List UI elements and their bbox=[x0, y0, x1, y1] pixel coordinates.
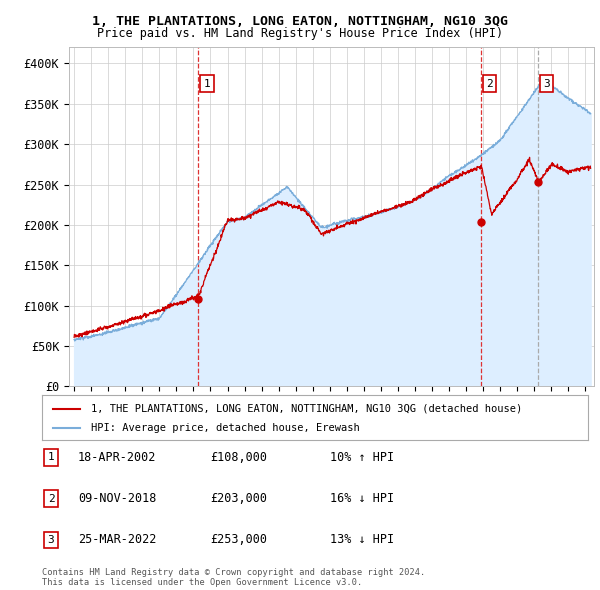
Text: 1, THE PLANTATIONS, LONG EATON, NOTTINGHAM, NG10 3QG: 1, THE PLANTATIONS, LONG EATON, NOTTINGH… bbox=[92, 15, 508, 28]
Text: 1, THE PLANTATIONS, LONG EATON, NOTTINGHAM, NG10 3QG (detached house): 1, THE PLANTATIONS, LONG EATON, NOTTINGH… bbox=[91, 404, 523, 414]
Text: Price paid vs. HM Land Registry's House Price Index (HPI): Price paid vs. HM Land Registry's House … bbox=[97, 27, 503, 40]
Text: 2: 2 bbox=[486, 78, 493, 88]
Text: 16% ↓ HPI: 16% ↓ HPI bbox=[330, 492, 394, 505]
Text: 13% ↓ HPI: 13% ↓ HPI bbox=[330, 533, 394, 546]
Text: 3: 3 bbox=[47, 535, 55, 545]
Text: Contains HM Land Registry data © Crown copyright and database right 2024.
This d: Contains HM Land Registry data © Crown c… bbox=[42, 568, 425, 587]
Text: 09-NOV-2018: 09-NOV-2018 bbox=[78, 492, 157, 505]
Text: HPI: Average price, detached house, Erewash: HPI: Average price, detached house, Erew… bbox=[91, 424, 360, 434]
Text: 3: 3 bbox=[544, 78, 550, 88]
Text: 18-APR-2002: 18-APR-2002 bbox=[78, 451, 157, 464]
Text: 10% ↑ HPI: 10% ↑ HPI bbox=[330, 451, 394, 464]
Text: 1: 1 bbox=[203, 78, 211, 88]
Text: £108,000: £108,000 bbox=[210, 451, 267, 464]
Text: 2: 2 bbox=[47, 494, 55, 503]
Text: 25-MAR-2022: 25-MAR-2022 bbox=[78, 533, 157, 546]
Text: £253,000: £253,000 bbox=[210, 533, 267, 546]
Text: 1: 1 bbox=[47, 453, 55, 462]
Text: £203,000: £203,000 bbox=[210, 492, 267, 505]
